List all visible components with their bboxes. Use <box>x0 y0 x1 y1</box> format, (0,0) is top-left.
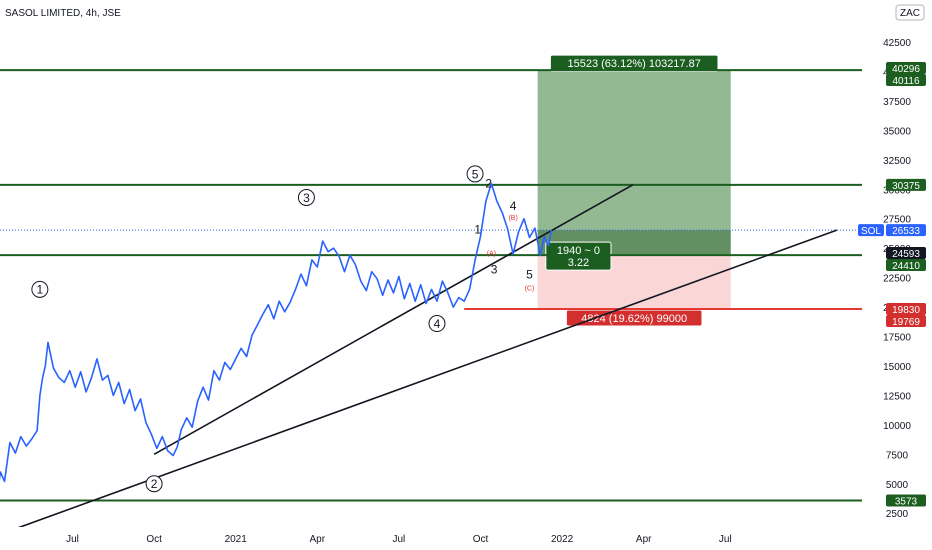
price-tag[interactable] <box>886 258 926 271</box>
wave-label: 5 <box>472 167 479 181</box>
y-tick-label: 15000 <box>883 362 911 373</box>
loss-label[interactable]: 4824 (19.62%) 99000 <box>565 309 703 327</box>
price-tag[interactable] <box>886 178 926 191</box>
wave-label: 2 <box>485 177 492 191</box>
x-tick-label: Jul <box>66 534 79 545</box>
wave-circle <box>428 315 446 333</box>
x-tick-label: 2021 <box>225 534 248 545</box>
price-series <box>0 182 552 483</box>
level-lines <box>0 69 862 543</box>
price-tag-text: 24593 <box>892 249 920 260</box>
profit-zone[interactable] <box>537 70 731 231</box>
price-axis-background <box>862 0 932 550</box>
price-tag-text: 26533 <box>892 226 920 237</box>
time-axis[interactable]: Jul Oct 2021 Apr Jul Oct 2022 Apr Jul <box>0 527 862 550</box>
wave-label: 5 <box>526 267 533 281</box>
wave-label: 3 <box>491 263 498 277</box>
position-tool[interactable]: 15523 (63.12%) 103217.87 4824 (19.62%) 99… <box>537 54 731 327</box>
x-tick-label: 2022 <box>551 534 574 545</box>
y-tick-label: 32500 <box>883 156 911 167</box>
price-axis[interactable]: 4250040000375003500032500300002750025000… <box>858 0 932 550</box>
price-tag-text: 19769 <box>892 317 920 328</box>
trendline[interactable] <box>0 229 838 543</box>
price-tag[interactable] <box>886 494 926 507</box>
wave-label: (A) <box>487 250 496 257</box>
profit-label[interactable]: 15523 (63.12%) 103217.87 <box>549 54 719 72</box>
y-tick-label: 27500 <box>883 215 911 226</box>
wave-circle <box>31 280 49 298</box>
currency-label: ZAC <box>900 8 920 19</box>
price-tag-text: 40116 <box>892 76 920 87</box>
x-tick-label: Oct <box>473 534 489 545</box>
y-tick-label: 10000 <box>883 421 911 432</box>
trendline[interactable] <box>153 184 634 455</box>
wave-label: 1 <box>37 283 44 297</box>
price-tag-text: 19830 <box>892 305 920 316</box>
y-tick-label: 17500 <box>883 333 911 344</box>
wave-label: (C) <box>525 286 535 293</box>
profit-label-text: 15523 (63.12%) 103217.87 <box>568 58 701 70</box>
chart-title: SASOL LIMITED, 4h, JSE <box>5 8 121 19</box>
y-tick-label: 42500 <box>883 38 911 49</box>
x-tick-label: Apr <box>310 534 326 545</box>
price-tag-text: 40296 <box>892 64 920 75</box>
x-tick-label: Jul <box>393 534 406 545</box>
wave-label: (B) <box>508 215 517 222</box>
symbol-tag-text: SOL <box>861 226 881 237</box>
wave-label: 2 <box>151 477 158 491</box>
loss-label-text: 4824 (19.62%) 99000 <box>581 313 687 325</box>
price-line <box>0 182 552 483</box>
y-tick-label: 2500 <box>886 509 909 520</box>
x-tick-label: Jul <box>719 534 732 545</box>
price-tag-text: 3573 <box>895 497 918 508</box>
risk-reward-label-text: 3.22 <box>568 257 589 269</box>
time-axis-background <box>0 527 862 550</box>
price-tag-text: 30375 <box>892 181 920 192</box>
y-tick-label: 37500 <box>883 97 911 108</box>
wave-circle <box>145 475 163 493</box>
y-tick-label: 7500 <box>886 450 909 461</box>
price-tag[interactable] <box>886 246 926 259</box>
symbol-tag[interactable] <box>858 224 884 237</box>
wave-circle <box>466 165 484 183</box>
price-tag[interactable] <box>886 303 926 316</box>
x-tick-label: Oct <box>146 534 162 545</box>
wave-label: 1 <box>474 223 481 237</box>
wave-circle <box>297 188 315 206</box>
x-tick-label: Apr <box>636 534 652 545</box>
price-tag[interactable] <box>886 73 926 86</box>
price-tag[interactable] <box>886 61 926 74</box>
wave-label: 3 <box>303 191 310 205</box>
wave-label: 4 <box>434 317 441 331</box>
price-tag[interactable] <box>886 224 926 237</box>
y-tick-label: 12500 <box>883 391 911 402</box>
y-tick-label: 35000 <box>883 126 911 137</box>
y-tick-label: 5000 <box>886 480 909 491</box>
price-tag-text: 24410 <box>892 261 920 272</box>
price-tag[interactable] <box>886 315 926 328</box>
currency-badge[interactable]: ZAC <box>895 4 925 21</box>
y-tick-label: 22500 <box>883 274 911 285</box>
wave-label: 4 <box>510 199 517 213</box>
